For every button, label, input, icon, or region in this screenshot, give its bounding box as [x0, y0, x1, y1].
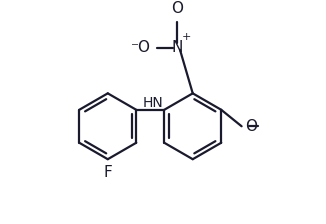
- Text: N: N: [171, 40, 183, 55]
- Text: F: F: [103, 164, 112, 179]
- Text: HN: HN: [143, 96, 164, 110]
- Text: O: O: [245, 119, 257, 134]
- Text: O: O: [171, 1, 183, 16]
- Text: +: +: [182, 32, 191, 42]
- Text: ⁻O: ⁻O: [131, 40, 151, 55]
